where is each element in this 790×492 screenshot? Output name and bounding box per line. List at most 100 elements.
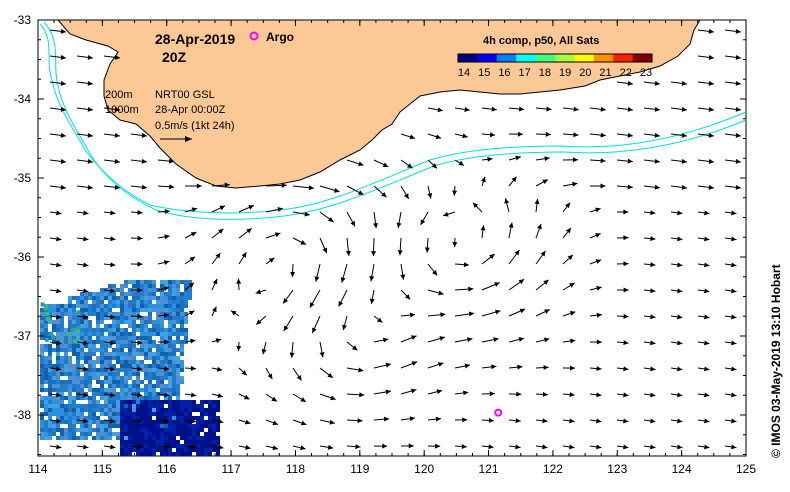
sst-pixel <box>92 292 96 296</box>
sst-pixel <box>96 348 100 352</box>
current-arrow <box>697 210 710 216</box>
sst-pixel <box>164 284 168 288</box>
sst-pixel <box>52 420 56 424</box>
sst-pixel <box>56 380 60 384</box>
sst-pixel <box>192 408 196 412</box>
sst-pixel <box>120 448 124 452</box>
sst-pixel <box>152 296 156 300</box>
sst-pixel <box>168 440 172 444</box>
sst-pixel <box>92 304 96 308</box>
sst-pixel <box>128 320 132 324</box>
current-arrow <box>342 315 348 331</box>
sst-pixel <box>100 436 104 440</box>
sst-pixel <box>168 324 172 328</box>
sst-pixel <box>140 284 144 288</box>
sst-pixel <box>136 280 140 284</box>
sst-pixel <box>96 356 100 360</box>
sst-pixel <box>128 312 132 316</box>
sst-pixel <box>144 320 148 324</box>
sst-pixel <box>160 436 164 440</box>
sst-pixel <box>200 400 204 404</box>
sst-pixel <box>172 316 176 320</box>
sst-pixel <box>140 352 144 356</box>
sst-pixel <box>108 340 112 344</box>
y-tick-label: -33 <box>14 13 32 27</box>
sst-pixel <box>56 428 60 432</box>
sst-pixel <box>44 344 48 348</box>
sst-pixel <box>80 296 84 300</box>
sst-pixel <box>108 388 112 392</box>
sst-pixel <box>128 420 132 424</box>
sst-pixel <box>148 452 152 456</box>
sst-pixel <box>208 448 212 452</box>
colorbar-label: 17 <box>519 67 531 79</box>
sst-pixel <box>184 332 188 336</box>
sst-pixel <box>216 424 220 428</box>
current-arrow <box>508 444 521 450</box>
sst-pixel <box>136 376 140 380</box>
sst-pixel <box>128 368 132 372</box>
sst-pixel <box>88 332 92 336</box>
sst-pixel <box>176 308 180 312</box>
current-arrow <box>643 444 656 450</box>
sst-pixel <box>96 328 100 332</box>
y-tick-label: -38 <box>14 408 32 422</box>
sst-pixel <box>116 328 120 332</box>
sst-pixel <box>120 316 124 320</box>
sst-pixel <box>52 408 56 412</box>
sst-pixel <box>176 392 180 396</box>
sst-pixel <box>88 428 92 432</box>
sst-pixel <box>44 328 48 332</box>
current-arrow <box>283 315 294 332</box>
sst-pixel <box>160 384 164 388</box>
sst-pixel <box>76 436 80 440</box>
sst-pixel <box>92 344 96 348</box>
sst-pixel <box>80 408 84 412</box>
current-arrow <box>184 418 197 424</box>
sst-pixel <box>168 320 172 324</box>
sst-pixel <box>88 360 92 364</box>
sst-pixel <box>40 424 44 428</box>
sst-pixel <box>172 404 176 408</box>
sst-pixel <box>124 344 128 348</box>
sst-pixel <box>116 396 120 400</box>
sst-pixel <box>156 316 160 320</box>
current-arrow <box>373 389 392 395</box>
sst-pixel <box>64 404 68 408</box>
colorbar-swatch <box>603 54 609 62</box>
current-arrow <box>211 366 223 372</box>
current-arrow <box>49 392 62 398</box>
sst-pixel <box>120 356 124 360</box>
current-arrow <box>292 185 315 191</box>
sst-pixel <box>212 400 216 404</box>
sst-pixel <box>144 328 148 332</box>
current-arrow <box>373 362 392 369</box>
sst-pixel <box>88 396 92 400</box>
sst-pixel <box>140 320 144 324</box>
sst-pixel <box>164 300 168 304</box>
sst-pixel <box>64 348 68 352</box>
sst-pixel <box>68 432 72 436</box>
current-arrow <box>255 315 267 325</box>
current-arrow <box>103 132 121 138</box>
sst-pixel <box>84 404 88 408</box>
sst-pixel <box>48 344 52 348</box>
sst-pixel <box>180 328 184 332</box>
current-arrow <box>103 288 116 294</box>
sst-pixel <box>144 388 148 392</box>
sst-pixel <box>88 408 92 412</box>
sst-pixel <box>124 352 128 356</box>
sst-pixel <box>180 448 184 452</box>
sst-pixel <box>176 428 180 432</box>
current-arrow <box>130 261 143 267</box>
sst-pixel <box>156 352 160 356</box>
sst-pixel <box>208 440 212 444</box>
sst-pixel <box>116 424 120 428</box>
sst-pixel <box>124 392 128 396</box>
sst-pixel <box>140 332 144 336</box>
sst-pixel <box>188 416 192 420</box>
current-arrow <box>670 262 683 268</box>
sst-pixel <box>128 344 132 348</box>
sst-pixel <box>168 344 172 348</box>
current-arrow <box>49 184 67 190</box>
